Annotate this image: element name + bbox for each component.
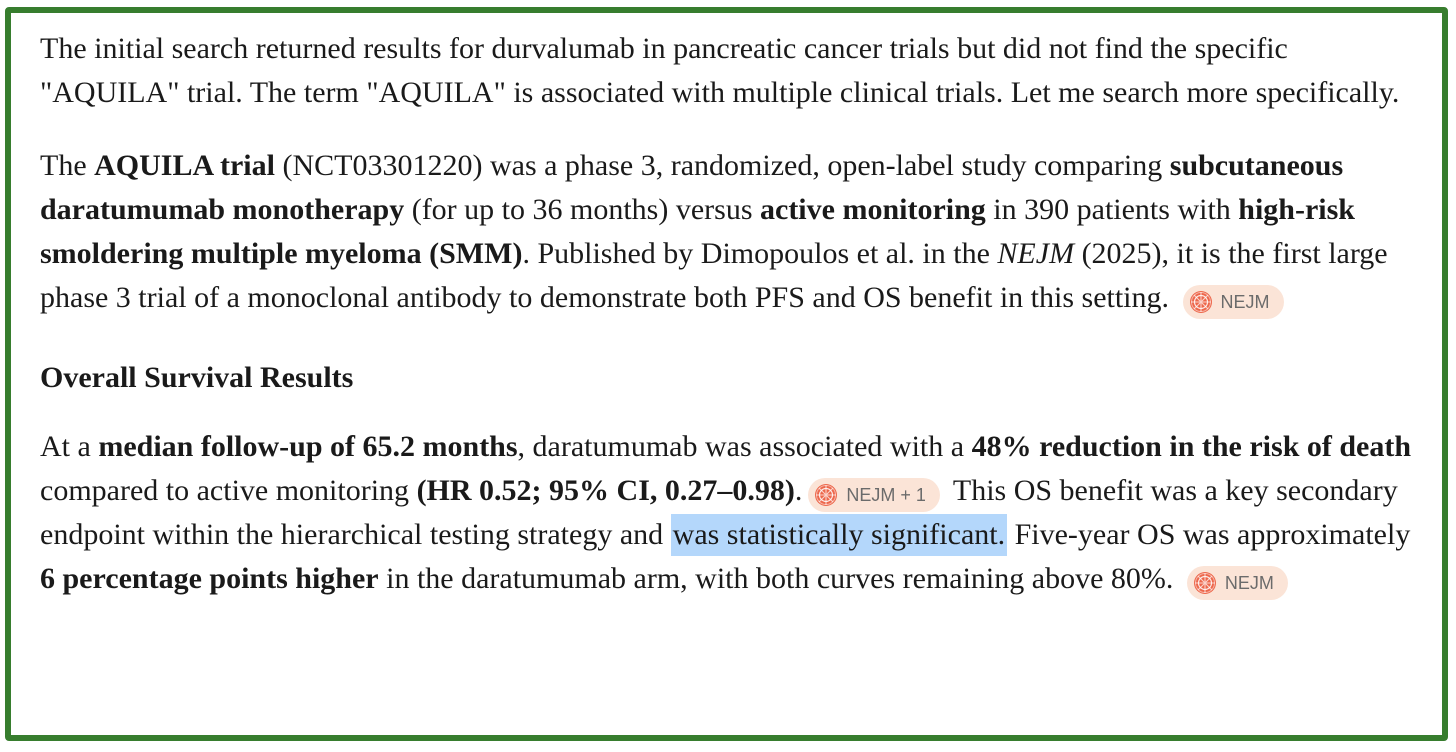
paragraph-trial-summary: The AQUILA trial (NCT03301220) was a pha…: [40, 144, 1416, 320]
text-run-bold: subcutaneous daratumumab monotherapy: [40, 149, 1344, 226]
citation-badge-nejm-2[interactable]: NEJM: [1186, 566, 1288, 600]
text-run: This OS benefit was a key secondary endp…: [40, 474, 1398, 551]
text-run: The initial search returned results for …: [40, 32, 1400, 109]
text-run-bold: 6 percentage points higher: [40, 562, 379, 595]
text-run: At a: [40, 430, 99, 463]
text-run-bold: median follow-up of 65.2 months: [98, 430, 518, 463]
text-run-bold: AQUILA trial: [94, 149, 275, 182]
text-run: . Published by Dimopoulos et al. in the: [522, 237, 998, 270]
nejm-seal-icon: [815, 484, 838, 506]
text-run-bold: active monitoring: [760, 193, 986, 226]
text-run: The: [40, 149, 95, 182]
text-run-bold: (HR 0.52; 95% CI, 0.27–0.98): [416, 474, 795, 507]
answer-panel: The initial search returned results for …: [5, 7, 1448, 741]
citation-badge-nejm-plus-1[interactable]: NEJM + 1: [808, 478, 940, 512]
answer-text: The initial search returned results for …: [40, 27, 1416, 601]
text-run-italic: NEJM: [997, 237, 1075, 270]
text-run: in 390 patients with: [985, 193, 1239, 226]
text-run-bold: high-risk smoldering multiple myeloma (S…: [40, 193, 1355, 270]
text-run-highlighted: was statistically significant.: [670, 514, 1008, 556]
citation-label: NEJM + 1: [846, 485, 926, 505]
paragraph-os-results: At a median follow-up of 65.2 months, da…: [40, 425, 1416, 601]
text-run: compared to active monitoring: [40, 474, 417, 507]
text-run: (2025), it is the first large phase 3 tr…: [40, 237, 1388, 314]
text-run: (for up to 36 months) versus: [404, 193, 760, 226]
text-run: .: [794, 474, 803, 507]
citation-badge-nejm-1[interactable]: NEJM: [1182, 285, 1284, 319]
text-run-bold: 48% reduction in the risk of death: [971, 430, 1412, 463]
citation-label: NEJM: [1224, 573, 1274, 593]
nejm-seal-icon: [1189, 291, 1212, 313]
citation-label: NEJM: [1220, 292, 1270, 312]
text-run: Five-year OS was approximately: [1007, 518, 1411, 551]
section-heading-overall-survival: Overall Survival Results: [40, 361, 354, 394]
text-run: in the daratumumab arm, with both curves…: [378, 562, 1181, 595]
text-run: , daratumumab was associated with a: [517, 430, 972, 463]
paragraph-intro: The initial search returned results for …: [40, 27, 1416, 115]
text-run: (NCT03301220) was a phase 3, randomized,…: [274, 149, 1170, 182]
nejm-seal-icon: [1193, 572, 1216, 594]
